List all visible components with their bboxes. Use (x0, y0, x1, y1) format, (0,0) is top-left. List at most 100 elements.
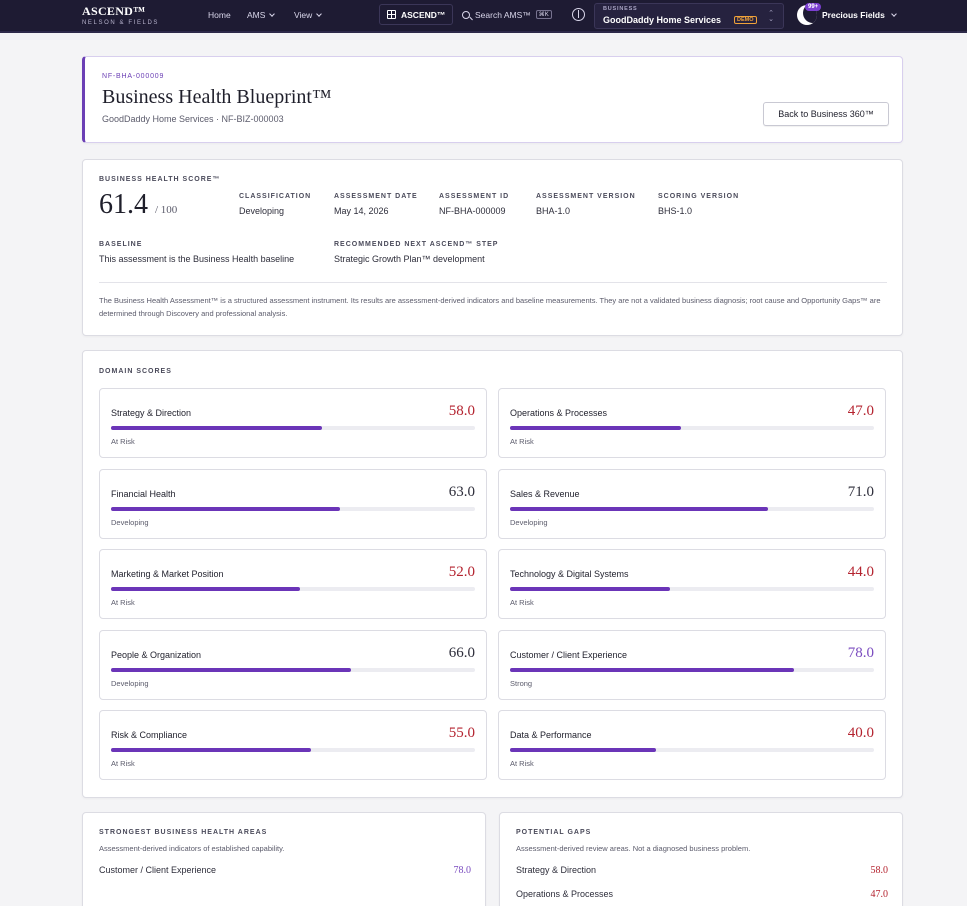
gap-score: 47.0 (870, 889, 889, 900)
score-max: / 100 (155, 204, 178, 216)
domain-progress-track (111, 506, 475, 511)
domain-card[interactable]: Financial Health 63.0 Developing (99, 468, 487, 539)
field-label: ASSESSMENT ID (439, 193, 510, 200)
domain-status: At Risk (510, 437, 534, 446)
field-value: BHS-1.0 (658, 206, 693, 216)
assessment-date-field: ASSESSMENT DATE May 14, 2026 (334, 193, 418, 216)
search-shortcut: ⌘K (535, 10, 552, 19)
domain-status: At Risk (111, 437, 135, 446)
score-label: BUSINESS HEALTH SCORE™ (99, 176, 221, 183)
assessment-id-field: ASSESSMENT ID NF-BHA-000009 (439, 193, 509, 216)
baseline-field: BASELINE This assessment is the Business… (99, 241, 294, 264)
gap-name: Strategy & Direction (516, 865, 597, 875)
domain-status: At Risk (111, 598, 135, 607)
next-step-field: RECOMMENDED NEXT ASCEND™ STEP Strategic … (334, 241, 498, 264)
domain-scores-card: DOMAIN SCORES Strategy & Direction 58.0 At… (82, 350, 903, 798)
domain-card[interactable]: Customer / Client Experience 78.0 Strong (498, 629, 886, 700)
field-value: May 14, 2026 (334, 206, 389, 216)
field-label: BASELINE (99, 241, 143, 248)
domain-name: Risk & Compliance (111, 730, 188, 740)
domain-card[interactable]: Sales & Revenue 71.0 Developing (498, 468, 886, 539)
potential-gaps-title: POTENTIAL GAPS (516, 829, 592, 836)
ascend-button[interactable]: ASCEND™ (379, 4, 454, 25)
domain-name: Technology & Digital Systems (510, 569, 629, 579)
potential-gaps-subtitle: Assessment-derived review areas. Not a d… (516, 844, 751, 853)
domain-status: At Risk (111, 759, 135, 768)
domain-card[interactable]: Marketing & Market Position 52.0 At Risk (99, 549, 487, 619)
chevron-down-icon (269, 11, 276, 17)
list-item: Customer / Client Experience 78.0 (99, 865, 471, 876)
nav-view-menu[interactable]: View (294, 10, 323, 20)
domain-name: Marketing & Market Position (111, 569, 224, 579)
domain-name: Operations & Processes (510, 408, 608, 418)
chevron-down-icon (316, 11, 323, 17)
strongest-areas-subtitle: Assessment-derived indicators of establi… (99, 844, 285, 853)
field-value: Developing (239, 206, 285, 216)
brain-icon[interactable] (572, 8, 585, 21)
domain-name: Data & Performance (510, 730, 592, 740)
domain-card[interactable]: Data & Performance 40.0 At Risk (498, 710, 886, 780)
divider (99, 282, 887, 283)
back-to-business-360-button[interactable]: Back to Business 360™ (763, 102, 889, 126)
logo-text: ASCEND™ (82, 4, 146, 18)
chevron-down-icon (891, 11, 897, 17)
domain-progress-fill (510, 587, 671, 591)
business-caption: BUSINESS (603, 6, 638, 12)
business-selector[interactable]: BUSINESS GoodDaddy Home Services DEMO ⌃ ⌄ (594, 3, 784, 29)
field-value: NF-BHA-000009 (439, 206, 506, 216)
domain-progress-track (111, 426, 475, 430)
nav-home-label: Home (208, 10, 231, 20)
domain-card[interactable]: Operations & Processes 47.0 At Risk (498, 388, 886, 458)
domain-score: 44.0 (847, 564, 874, 580)
nav-ams-label: AMS (247, 10, 266, 20)
domain-status: Developing (111, 678, 149, 688)
domain-progress-fill (111, 426, 323, 430)
page-title: Business Health Blueprint™ (102, 86, 332, 108)
domain-progress-fill (111, 748, 312, 752)
domain-card[interactable]: Strategy & Direction 58.0 At Risk (99, 388, 487, 458)
notification-badge: 99+ (805, 3, 822, 11)
logo-subtitle: NELSON & FIELDS (82, 20, 160, 26)
chevron-up-down-icon: ⌃ ⌄ (768, 10, 774, 23)
potential-gaps-card: POTENTIAL GAPS Assessment-derived review… (499, 812, 903, 906)
field-value: This assessment is the Business Health b… (99, 254, 295, 264)
domain-progress-track (111, 667, 475, 672)
health-score: 61.4 / 100 (99, 189, 177, 221)
list-item: Operations & Processes 47.0 (516, 889, 888, 900)
ascend-button-label: ASCEND™ (401, 9, 446, 20)
domain-progress-fill (510, 506, 769, 511)
domain-progress-track (510, 587, 874, 591)
domain-progress-fill (111, 667, 352, 672)
nav-home[interactable]: Home (208, 10, 231, 20)
domain-scores-label: DOMAIN SCORES (99, 368, 172, 375)
domain-card[interactable]: Technology & Digital Systems 44.0 At Risk (498, 549, 886, 619)
domain-progress-fill (510, 667, 794, 672)
domain-name: Customer / Client Experience (510, 649, 628, 660)
nav-ams-menu[interactable]: AMS (247, 10, 276, 20)
domain-name: People & Organization (111, 649, 202, 660)
logo[interactable]: ASCEND™ NELSON & FIELDS (82, 4, 159, 26)
scoring-version-field: SCORING VERSION BHS-1.0 (658, 193, 739, 216)
domain-score: 55.0 (448, 725, 475, 741)
field-value: BHA-1.0 (536, 206, 571, 216)
domain-card[interactable]: People & Organization 66.0 Developing (99, 629, 487, 700)
domain-progress-fill (510, 748, 656, 752)
blueprint-header: NF-BHA-000009 Business Health Blueprint™… (82, 56, 903, 143)
domain-progress-fill (111, 506, 341, 511)
field-label: SCORING VERSION (658, 193, 740, 200)
domain-progress-fill (111, 587, 301, 591)
domain-status: At Risk (510, 598, 534, 607)
field-label: RECOMMENDED NEXT ASCEND™ STEP (334, 241, 499, 248)
domain-status: At Risk (510, 759, 534, 768)
search-button[interactable]: Search AMS™ ⌘K (455, 4, 559, 25)
domain-progress-track (510, 748, 874, 752)
nav-view-label: View (294, 10, 313, 20)
domain-score: 71.0 (847, 483, 874, 500)
user-menu[interactable]: Precious Fields (822, 10, 897, 20)
top-navbar: ASCEND™ NELSON & FIELDS Home AMS View AS… (0, 0, 967, 33)
domain-progress-track (510, 667, 874, 672)
field-label: ASSESSMENT DATE (334, 193, 418, 200)
domain-card[interactable]: Risk & Compliance 55.0 At Risk (99, 710, 487, 780)
gap-score: 58.0 (870, 865, 889, 876)
domain-status: Developing (111, 517, 149, 527)
